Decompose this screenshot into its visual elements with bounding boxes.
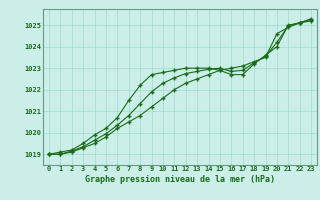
X-axis label: Graphe pression niveau de la mer (hPa): Graphe pression niveau de la mer (hPa) bbox=[85, 175, 275, 184]
